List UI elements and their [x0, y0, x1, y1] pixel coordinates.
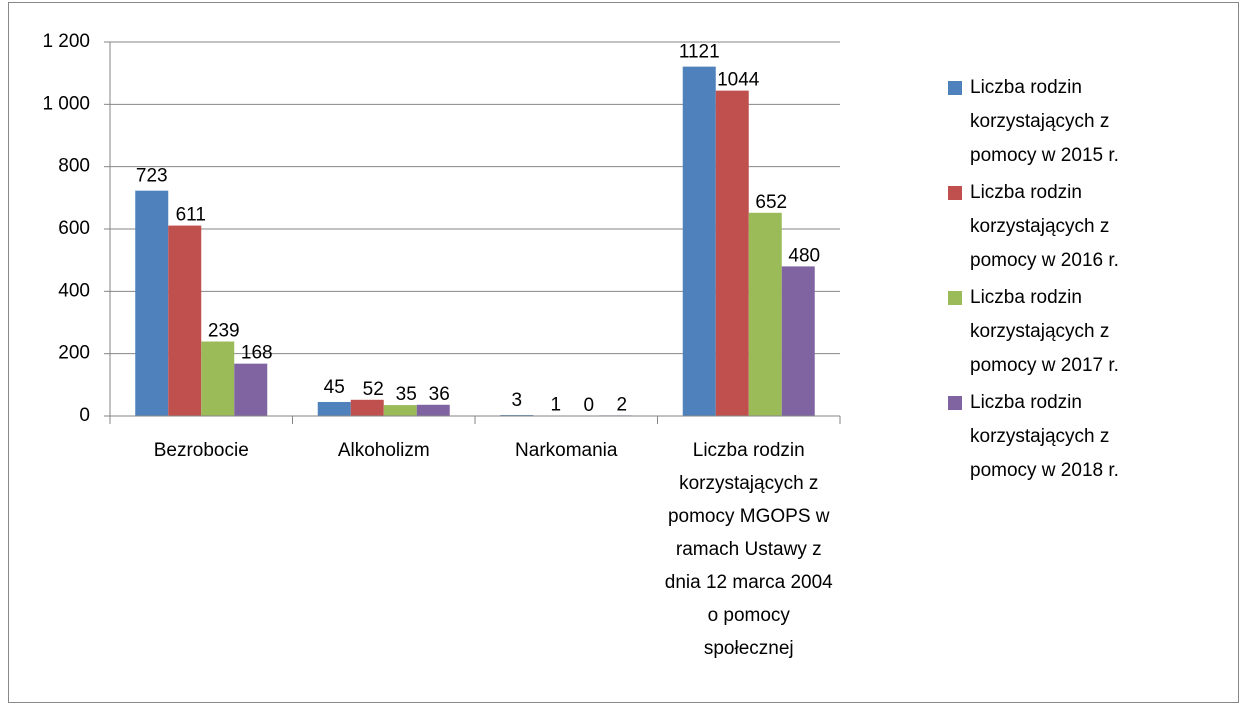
- data-label: 3: [511, 390, 522, 411]
- bar: [715, 90, 749, 417]
- bar: [350, 399, 384, 416]
- data-label: 239: [208, 321, 240, 342]
- y-tick-label: 1 000: [42, 93, 90, 114]
- legend-swatch: [948, 81, 962, 95]
- x-tick-label: Liczba rodzin korzystających z pomocy MGOP…: [665, 440, 833, 659]
- data-label: 723: [136, 166, 168, 187]
- y-tick-label: 800: [58, 156, 90, 177]
- y-tick-label: 1 200: [42, 31, 90, 52]
- data-label: 480: [788, 245, 820, 266]
- data-label: 1: [550, 395, 561, 416]
- chart-border: [8, 2, 1239, 703]
- bar: [317, 401, 351, 416]
- bar: [201, 341, 235, 416]
- bar: [234, 363, 268, 416]
- data-label: 611: [176, 205, 206, 226]
- data-label: 45: [324, 377, 345, 398]
- data-label: 2: [616, 394, 627, 415]
- y-tick-label: 600: [58, 218, 90, 239]
- data-label: 1121: [679, 42, 720, 63]
- legend-label: Liczba rodzin korzystających z pomocy w 20…: [970, 77, 1119, 166]
- x-tick-label: Bezrobocie: [154, 440, 249, 461]
- legend-swatch: [948, 291, 962, 305]
- legend-swatch: [948, 396, 962, 410]
- data-label: 0: [583, 395, 594, 416]
- legend-label: Liczba rodzin korzystających z pomocy w 20…: [970, 392, 1119, 481]
- legend-label: Liczba rodzin korzystających z pomocy w 20…: [970, 287, 1119, 376]
- x-tick-label: Alkoholizm: [338, 440, 430, 461]
- y-tick-label: 0: [79, 405, 90, 426]
- bar: [168, 225, 202, 416]
- y-tick-label: 400: [58, 280, 90, 301]
- data-label: 652: [755, 192, 787, 213]
- y-tick-label: 200: [58, 343, 90, 364]
- data-label: 52: [363, 379, 384, 400]
- data-label: 36: [429, 384, 450, 405]
- bar: [781, 266, 815, 416]
- bar: [135, 190, 169, 416]
- bar: [748, 212, 782, 416]
- data-label: 1044: [717, 70, 760, 91]
- x-tick-label: Narkomania: [515, 440, 618, 461]
- bar: [416, 404, 450, 416]
- data-label: 168: [241, 343, 273, 364]
- legend-label: Liczba rodzin korzystających z pomocy w 20…: [970, 182, 1119, 271]
- bar: [383, 405, 417, 416]
- bar: [682, 66, 716, 416]
- legend-swatch: [948, 186, 962, 200]
- data-label: 35: [396, 384, 417, 405]
